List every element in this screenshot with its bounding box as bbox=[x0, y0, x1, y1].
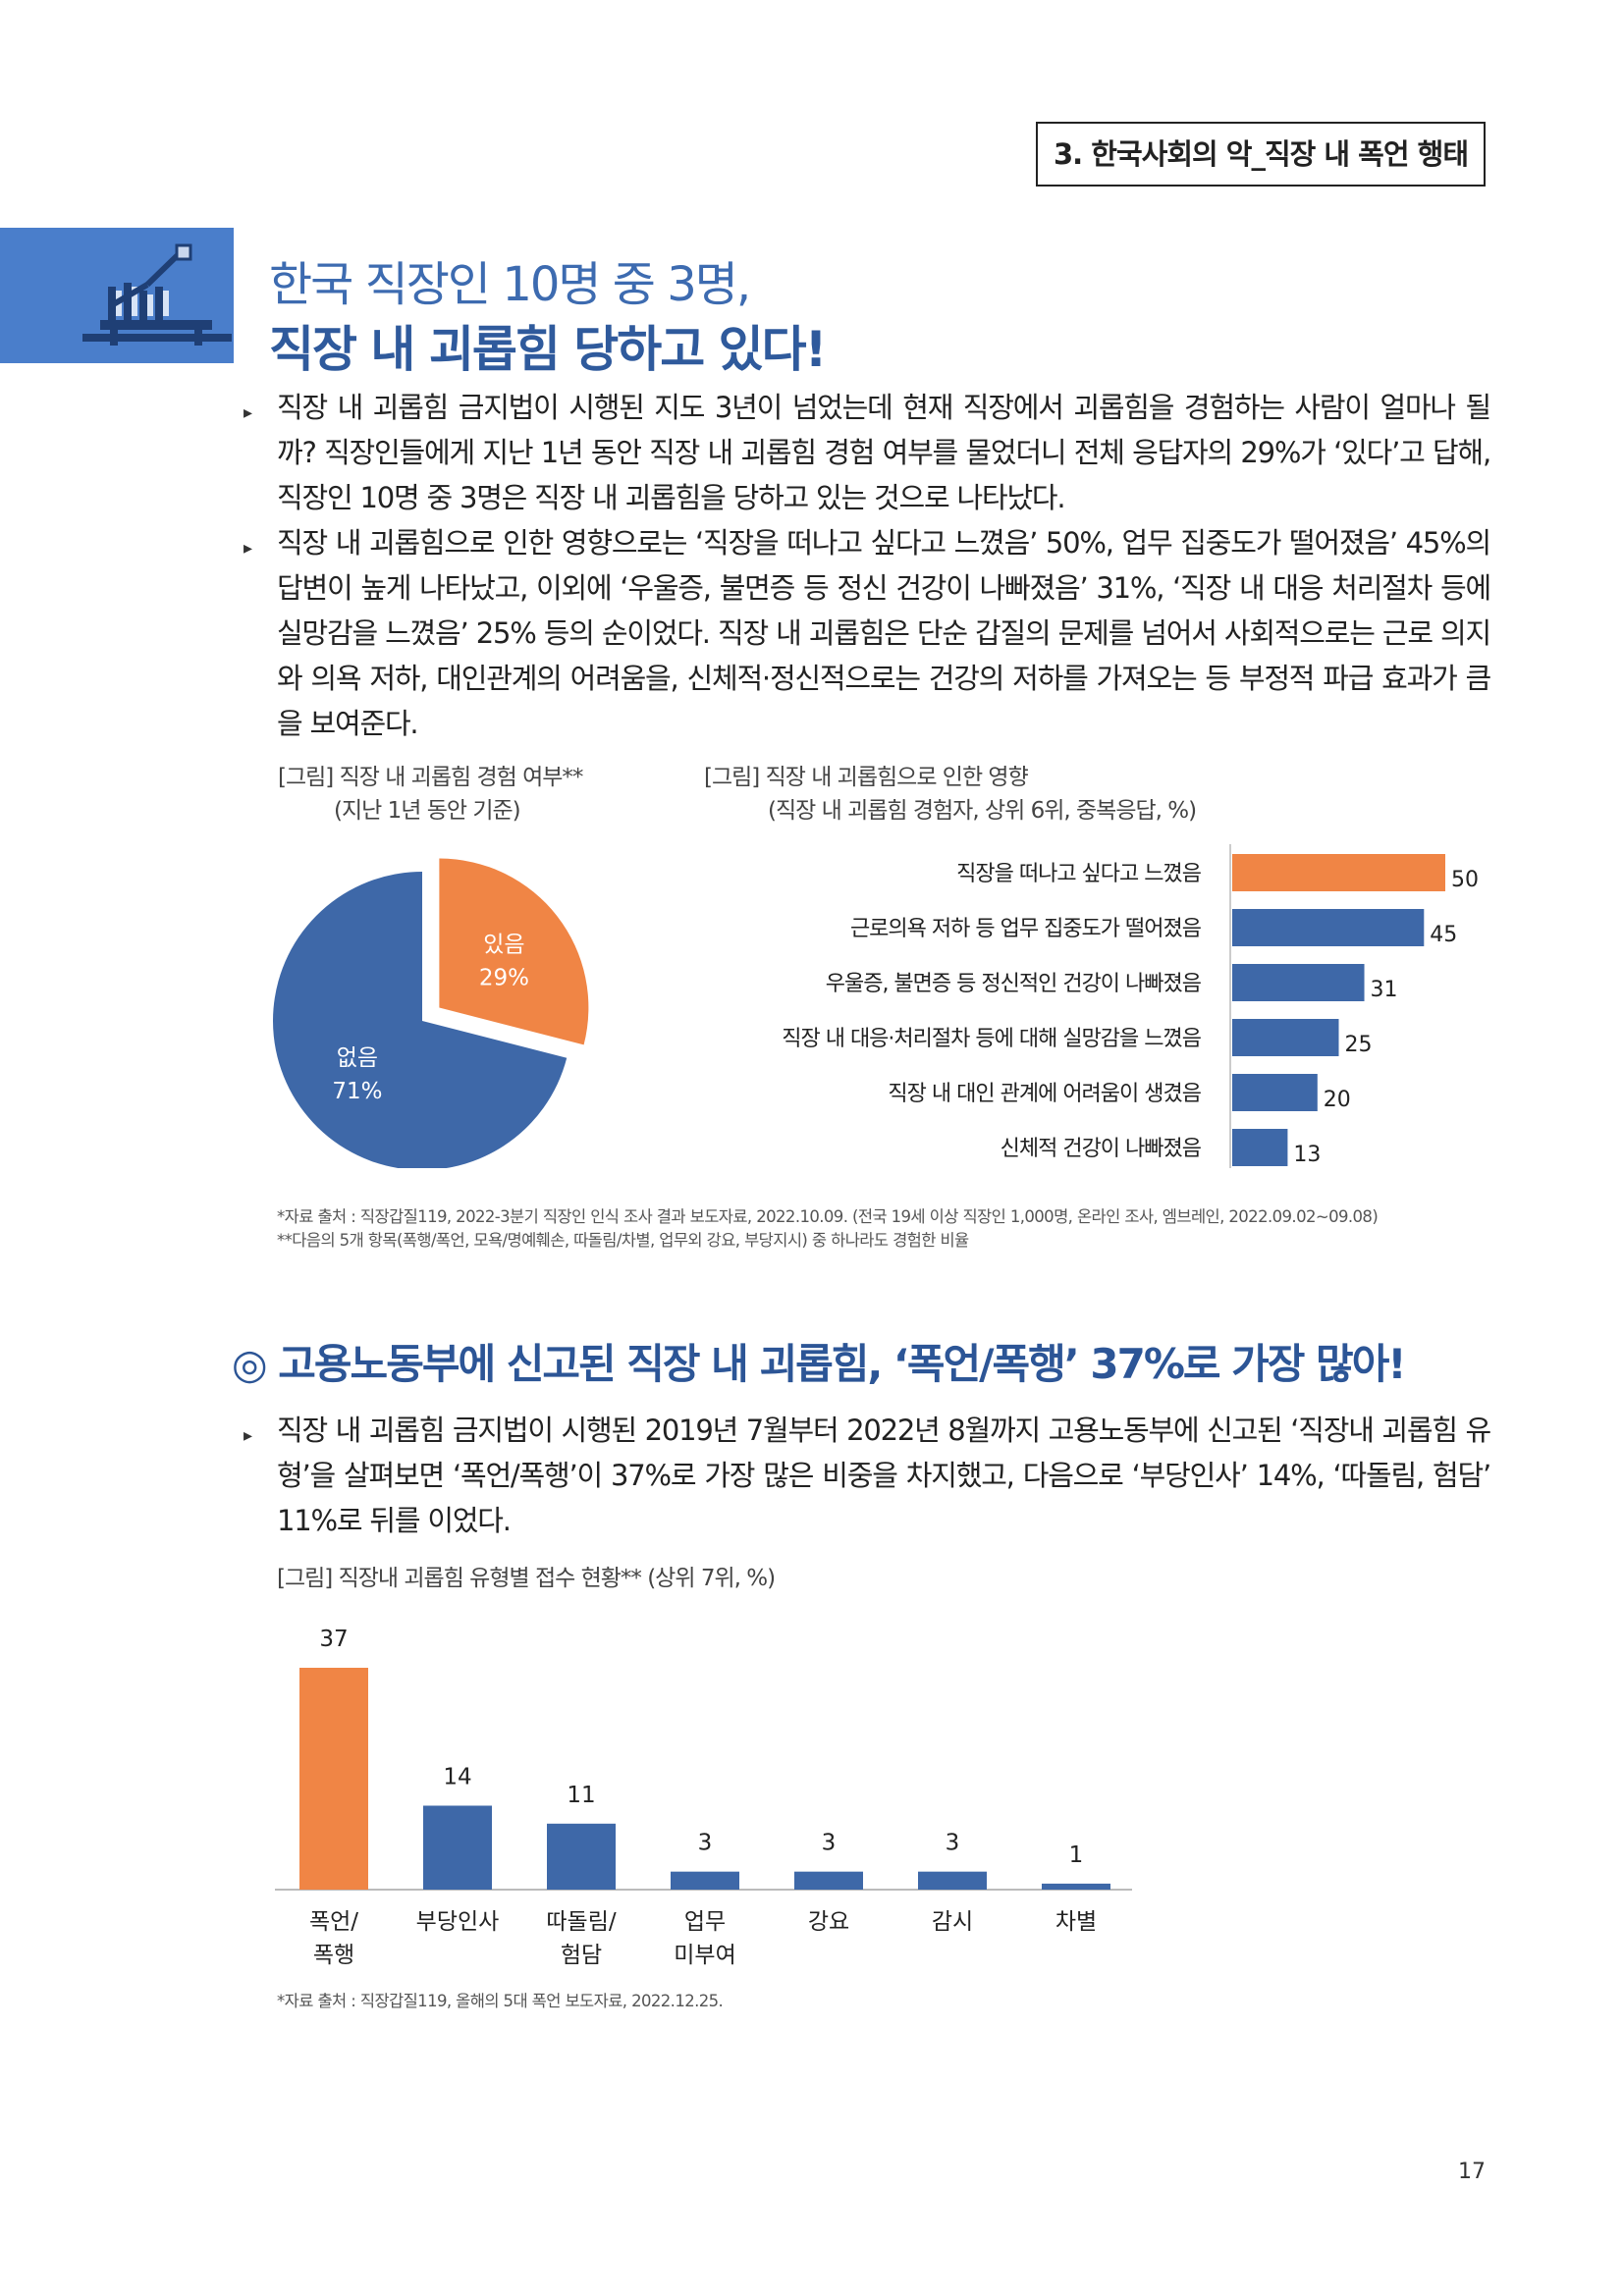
vbar-category-label: 감시 bbox=[932, 1909, 973, 1935]
pie-subcaption: (지난 1년 동안 기준) bbox=[334, 798, 521, 824]
vbar-bar bbox=[1042, 1883, 1110, 1890]
bullet-paragraph-2: ▸ 직장 내 괴롭힘으로 인한 영향으로는 ‘직장을 떠나고 싶다고 느꼈음’ … bbox=[243, 520, 1491, 746]
vbar-value-label: 37 bbox=[319, 1627, 348, 1652]
vbar-bar bbox=[423, 1805, 492, 1890]
vbar-category-label: 부당인사 bbox=[416, 1909, 500, 1935]
pie-slice bbox=[273, 872, 568, 1168]
hbar-value-label: 45 bbox=[1430, 923, 1457, 947]
vbar-bar bbox=[299, 1668, 368, 1890]
hbar-caption: [그림] 직장 내 괴롭힘으로 인한 영향 bbox=[704, 765, 1029, 790]
hbar-value-label: 20 bbox=[1324, 1088, 1351, 1112]
office-workers-icon bbox=[82, 243, 232, 346]
hbar-category-label: 직장 내 대응·처리절차 등에 대해 실망감을 느꼈음 bbox=[782, 1027, 1202, 1051]
source-footnote: **다음의 5개 항목(폭행/폭언, 모욕/명예훼손, 따돌림/차별, 업무외 … bbox=[277, 1231, 969, 1250]
vbar-value-label: 1 bbox=[1069, 1842, 1084, 1868]
vbar-category-label: 강요 bbox=[808, 1909, 849, 1935]
vbar-value-label: 11 bbox=[567, 1783, 595, 1808]
impact-bar-chart: 직장을 떠나고 싶다고 느꼈음 50 근로의욕 저하 등 업무 집중도가 떨어졌음 4… bbox=[782, 844, 1479, 1168]
pie-chart: 있음 29% 없음 71% bbox=[273, 858, 589, 1168]
pie-slice-label: 있음 bbox=[483, 932, 524, 957]
hbar-category-label: 직장 내 대인 관계에 어려움이 생겼음 bbox=[888, 1082, 1201, 1106]
bullet-arrow-icon: ▸ bbox=[243, 402, 252, 423]
hero-title-line2: 직장 내 괴롭힘 당하고 있다! bbox=[269, 321, 827, 378]
bullet-paragraph-3: ▸ 직장 내 괴롭힘 금지법이 시행된 2019년 7월부터 2022년 8월까… bbox=[243, 1408, 1491, 1543]
hbar-bar bbox=[1232, 1074, 1318, 1111]
vbar-value-label: 3 bbox=[946, 1831, 960, 1856]
vbar-category-label: 험담 bbox=[561, 1943, 602, 1968]
bullet-text: 직장 내 괴롭힘으로 인한 영향으로는 ‘직장을 떠나고 싶다고 느꼈음’ 50… bbox=[277, 526, 1491, 740]
hbar-value-label: 13 bbox=[1293, 1143, 1321, 1167]
bullet-text: 직장 내 괴롭힘 금지법이 시행된 2019년 7월부터 2022년 8월까지 … bbox=[277, 1414, 1491, 1537]
vbar-bar bbox=[671, 1871, 739, 1890]
page-number: 17 bbox=[1458, 2160, 1486, 2184]
hbar-bar bbox=[1232, 1129, 1288, 1166]
pie-slice bbox=[439, 858, 589, 1045]
hbar-category-label: 우울증, 불면증 등 정신적인 건강이 나빠졌음 bbox=[826, 972, 1202, 996]
pie-slice-value: 71% bbox=[332, 1079, 382, 1104]
hbar-category-label: 근로의욕 저하 등 업무 집중도가 떨어졌음 bbox=[850, 917, 1202, 941]
vbar-value-label: 3 bbox=[822, 1831, 837, 1856]
vbar-bar bbox=[918, 1871, 987, 1890]
hbar-subcaption: (직장 내 괴롭힘 경험자, 상위 6위, 중복응답, %) bbox=[768, 798, 1197, 824]
source-note: *자료 출처 : 직장갑질119, 2022-3분기 직장인 인식 조사 결과 … bbox=[277, 1207, 1379, 1226]
bullet-paragraph-1: ▸ 직장 내 괴롭힘 금지법이 시행된 지도 3년이 넘었는데 현재 직장에서 … bbox=[243, 385, 1491, 520]
vbar-caption: [그림] 직장내 괴롭힘 유형별 접수 현황** (상위 7위, %) bbox=[277, 1566, 776, 1591]
hbar-bar bbox=[1232, 964, 1365, 1001]
vbar-bar bbox=[547, 1823, 616, 1890]
vbar-category-label: 폭행 bbox=[313, 1943, 354, 1968]
pie-caption: [그림] 직장 내 괴롭힘 경험 여부** bbox=[278, 765, 583, 790]
vbar-value-label: 14 bbox=[443, 1764, 471, 1789]
vbar-bar bbox=[794, 1871, 863, 1890]
hero-title-line1: 한국 직장인 10명 중 3명, bbox=[269, 257, 751, 312]
vbar-category-label: 미부여 bbox=[674, 1943, 735, 1968]
hbar-bar bbox=[1232, 1019, 1339, 1056]
section2-title: ◎ 고용노동부에 신고된 직장 내 괴롭힘, ‘폭언/폭행’ 37%로 가장 많… bbox=[232, 1340, 1406, 1388]
pie-slice-value: 29% bbox=[479, 965, 529, 990]
vbar-category-label: 따돌림/ bbox=[546, 1909, 616, 1935]
bullet-arrow-icon: ▸ bbox=[243, 1425, 252, 1446]
hbar-bar bbox=[1232, 854, 1445, 891]
hbar-category-label: 신체적 건강이 나빠졌음 bbox=[1001, 1137, 1202, 1161]
hbar-category-label: 직장을 떠나고 싶다고 느꼈음 bbox=[956, 862, 1202, 886]
vbar-category-label: 업무 bbox=[684, 1909, 726, 1935]
section-label: 3. 한국사회의 악_직장 내 폭언 행태 bbox=[1036, 122, 1486, 187]
hero-icon-block bbox=[0, 228, 234, 363]
bullet-arrow-icon: ▸ bbox=[243, 538, 252, 559]
hbar-value-label: 50 bbox=[1451, 868, 1479, 892]
hbar-bar bbox=[1232, 909, 1425, 946]
source-note-2: *자료 출처 : 직장갑질119, 올해의 5대 폭언 보도자료, 2022.1… bbox=[277, 1992, 724, 2010]
bullet-text: 직장 내 괴롭힘 금지법이 시행된 지도 3년이 넘었는데 현재 직장에서 괴롭… bbox=[277, 391, 1491, 514]
vbar-category-label: 차별 bbox=[1055, 1909, 1097, 1935]
hbar-value-label: 31 bbox=[1371, 978, 1398, 1002]
hbar-value-label: 25 bbox=[1345, 1033, 1373, 1057]
vbar-category-label: 폭언/ bbox=[309, 1909, 358, 1935]
pie-slice-label: 없음 bbox=[337, 1045, 378, 1071]
vbar-value-label: 3 bbox=[698, 1831, 713, 1856]
